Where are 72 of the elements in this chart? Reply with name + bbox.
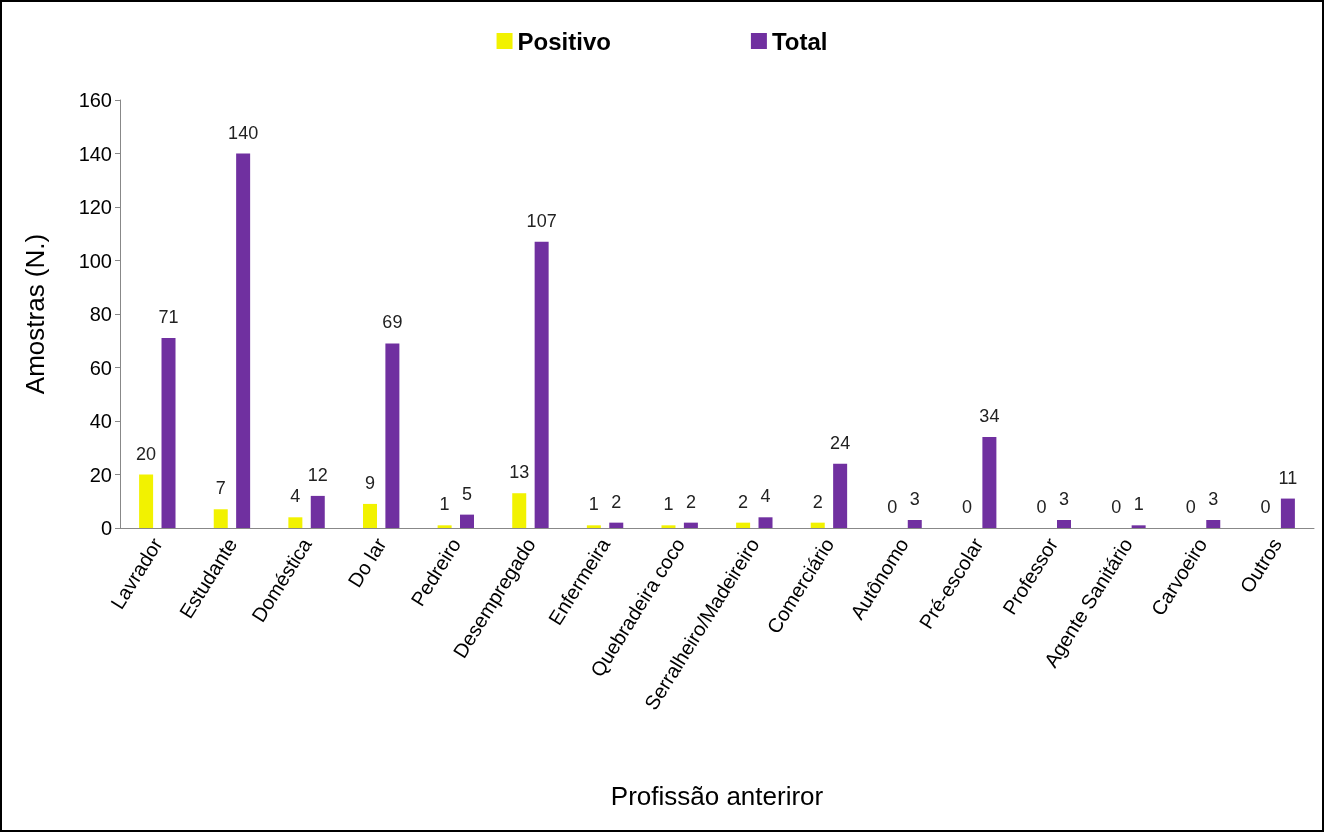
bar: [534, 241, 549, 528]
data-label: 1: [663, 494, 674, 515]
y-tick-label: 160: [78, 89, 112, 111]
y-tick-label: 20: [89, 463, 112, 486]
data-label: 20: [136, 443, 157, 464]
x-axis-title: Profissão anteriror: [610, 781, 824, 811]
bar: [1057, 519, 1072, 528]
y-tick-label: 120: [78, 196, 112, 218]
y-axis-title: Amostras (N.): [20, 233, 50, 395]
bar: [1280, 498, 1295, 528]
bar: [609, 522, 624, 528]
data-label: 0: [1036, 497, 1047, 517]
y-tick-label: 100: [78, 249, 112, 272]
data-label: 4: [290, 486, 301, 507]
bar: [683, 522, 698, 528]
data-label: 11: [1278, 467, 1298, 488]
bar: [833, 463, 848, 528]
data-label: 9: [364, 472, 375, 493]
bar: [213, 509, 228, 528]
bar: [982, 437, 997, 528]
bar: [460, 514, 475, 528]
data-label: 1: [588, 494, 599, 515]
data-label: 24: [830, 432, 851, 453]
bar: [1131, 525, 1146, 528]
bar: [810, 522, 825, 528]
data-label: 5: [462, 483, 473, 504]
bar: [661, 525, 676, 528]
bar: [310, 495, 325, 528]
bar: [236, 153, 251, 528]
data-label: 69: [382, 312, 403, 333]
data-label: 3: [1208, 488, 1219, 509]
bar: [512, 493, 527, 528]
bar: [362, 503, 377, 528]
data-label: 0: [1260, 497, 1271, 517]
data-label: 2: [812, 491, 823, 512]
y-tick-label: 40: [89, 410, 112, 432]
data-label: 0: [961, 497, 972, 517]
bar: [385, 343, 400, 528]
y-tick-label: 140: [78, 142, 112, 165]
y-tick-label: 0: [100, 517, 112, 539]
data-label: 4: [760, 486, 771, 507]
data-label: 0: [887, 497, 898, 517]
y-tick-label: 60: [89, 356, 112, 379]
data-label: 107: [526, 210, 557, 231]
bar: [161, 338, 176, 528]
data-label: 1: [439, 494, 450, 515]
data-label: 0: [1185, 497, 1196, 517]
data-label: 12: [307, 464, 328, 485]
bar: [437, 525, 452, 528]
bar: [736, 522, 751, 528]
data-label: 2: [738, 491, 749, 512]
data-label: 0: [1111, 497, 1122, 517]
bar: [139, 474, 154, 528]
data-label: 140: [228, 122, 259, 143]
data-label: 71: [158, 307, 179, 328]
data-label: 13: [509, 462, 530, 483]
x-tick-label: Do lar: [343, 533, 391, 592]
bar: [907, 519, 922, 528]
data-label: 3: [909, 488, 920, 509]
data-label: 34: [979, 406, 1000, 427]
legend-label: Positivo: [517, 27, 611, 55]
legend-label: Total: [771, 27, 828, 55]
data-label: 7: [215, 478, 226, 499]
data-label: 1: [1133, 494, 1144, 515]
bar: [1206, 519, 1221, 528]
data-label: 2: [611, 491, 622, 512]
bar: [758, 517, 773, 528]
data-label: 3: [1059, 488, 1070, 509]
bar: [288, 517, 303, 528]
y-tick-label: 80: [89, 303, 112, 325]
bar: [586, 525, 601, 528]
data-label: 2: [685, 491, 696, 512]
